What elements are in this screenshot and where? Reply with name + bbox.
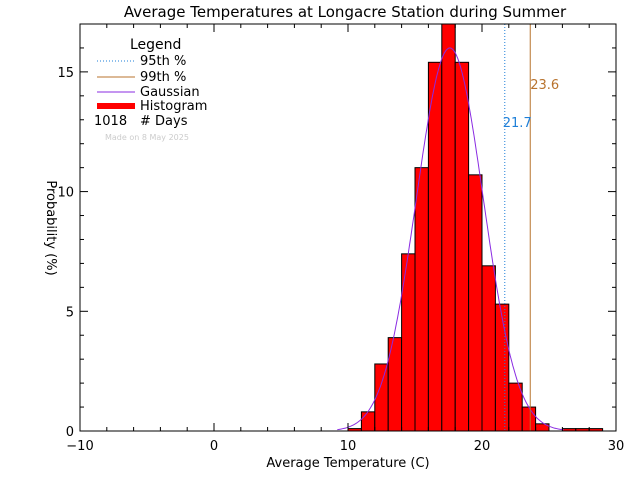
x-tick-label: 20 bbox=[474, 439, 491, 454]
x-tick-label: 10 bbox=[340, 439, 357, 454]
histogram-bar bbox=[360, 411, 376, 432]
y-tick-label: 15 bbox=[57, 66, 74, 81]
histogram-bar bbox=[508, 382, 523, 432]
footnote-made-on: Made on 8 May 2025 bbox=[105, 133, 189, 142]
legend-p95-label: 95th % bbox=[140, 54, 186, 69]
y-tick-label: 10 bbox=[57, 186, 74, 201]
x-tick-label: 0 bbox=[210, 439, 218, 454]
y-tick-label: 0 bbox=[66, 425, 74, 440]
legend-days-label: # Days bbox=[140, 114, 188, 129]
x-tick-label: 30 bbox=[608, 439, 625, 454]
histogram-bar bbox=[454, 61, 470, 432]
chart-title: Average Temperatures at Longacre Station… bbox=[124, 3, 567, 21]
y-axis-label: Probability (%) bbox=[43, 180, 58, 275]
histogram-bar bbox=[494, 303, 510, 432]
x-tick-label: −10 bbox=[66, 439, 93, 454]
legend-histogram-label: Histogram bbox=[140, 99, 207, 114]
histogram-bar bbox=[374, 363, 389, 432]
histogram-bar bbox=[468, 174, 483, 432]
histogram-bar bbox=[521, 406, 537, 432]
legend-gaussian-label: Gaussian bbox=[140, 85, 200, 100]
legend-title: Legend bbox=[130, 37, 181, 53]
histogram-layer bbox=[347, 23, 604, 432]
gaussian-curve bbox=[337, 47, 564, 431]
histogram-bar bbox=[414, 167, 429, 432]
legend-days-value: 1018 bbox=[94, 114, 127, 129]
legend: Legend 95th % 99th % Gaussian Histogram … bbox=[94, 37, 207, 142]
legend-p99-label: 99th % bbox=[140, 70, 186, 85]
y-tick-label: 5 bbox=[66, 305, 74, 320]
p99-value-label: 23.6 bbox=[530, 78, 559, 93]
x-axis-label: Average Temperature (C) bbox=[266, 456, 429, 471]
histogram-bar bbox=[427, 61, 443, 432]
histogram-bar bbox=[481, 265, 496, 432]
p95-value-label: 21.7 bbox=[503, 116, 532, 131]
histogram-bar bbox=[441, 23, 456, 432]
